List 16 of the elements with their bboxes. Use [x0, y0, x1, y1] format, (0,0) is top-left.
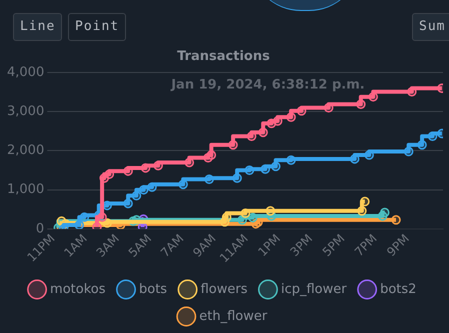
text: Point — [68, 13, 126, 41]
y-tick-label: 3,000 — [7, 104, 44, 120]
legend-label: icp_flower — [280, 282, 348, 297]
legend-label: eth_flower — [199, 308, 268, 324]
chart-title: Transactions — [177, 49, 270, 64]
text: Sum — [412, 13, 449, 41]
y-tick-label: 2,000 — [7, 143, 44, 158]
legend-label: bots2 — [380, 282, 416, 297]
legend-label: bots — [139, 282, 168, 297]
y-tick-label: 0 — [36, 221, 44, 236]
y-tick-label: 4,000 — [7, 64, 44, 80]
annotation: Jan 19, 2024, 6:38:12 p.m. — [170, 77, 365, 92]
y-tick-label: 1,000 — [7, 182, 44, 198]
legend-label: flowers — [200, 282, 248, 297]
text: Line — [13, 13, 62, 41]
legend-label: motokos — [50, 282, 106, 297]
